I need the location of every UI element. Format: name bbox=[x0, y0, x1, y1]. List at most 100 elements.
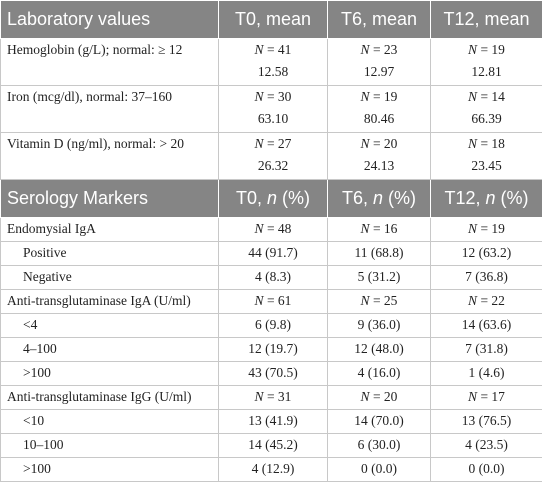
cell-text: 13 (76.5) bbox=[461, 413, 512, 428]
value-cell: 14 (45.2) bbox=[218, 433, 328, 458]
cell-text: N = 48 bbox=[254, 221, 292, 236]
cell-text: N = 14 bbox=[468, 89, 505, 104]
cell-text: 5 (31.2) bbox=[357, 269, 401, 284]
cell-text: 12 (19.7) bbox=[248, 341, 298, 356]
cell-text: N = 20 bbox=[360, 136, 398, 151]
table-row: Anti-transglutaminase IgA (U/ml) N = 61 N … bbox=[0, 289, 542, 314]
cell-text: 43 (70.5) bbox=[248, 365, 298, 380]
value-cell: 6 (30.0) bbox=[327, 433, 431, 458]
value-cell: N = 23 12.97 bbox=[327, 38, 431, 86]
value-cell: N = 16 bbox=[327, 217, 431, 242]
row-label-text: Iron (mcg/dl), normal: 37–160 bbox=[7, 89, 172, 104]
table-row: Endomysial IgA N = 48 N = 16 N = 19 bbox=[0, 217, 542, 242]
cell-text: 24.13 bbox=[363, 158, 395, 173]
row-label: <10 bbox=[0, 409, 219, 434]
row-label: <4 bbox=[0, 313, 219, 338]
cell-text: 4 (12.9) bbox=[251, 461, 295, 476]
cell-text: 4 (16.0) bbox=[357, 365, 401, 380]
cell-text: N = 20 bbox=[360, 389, 398, 404]
cell-text: 11 (68.8) bbox=[354, 245, 404, 260]
value-cell: N = 48 bbox=[218, 217, 328, 242]
value-cell: 14 (63.6) bbox=[430, 313, 542, 338]
value-cell: N = 18 23.45 bbox=[430, 132, 542, 180]
row-label-text: Anti-transglutaminase IgA (U/ml) bbox=[7, 293, 191, 308]
value-cell: N = 25 bbox=[327, 289, 431, 314]
cell-text: N = 22 bbox=[468, 293, 505, 308]
table-row: Hemoglobin (g/L); normal: ≥ 12 N = 41 12.5… bbox=[0, 38, 542, 86]
cell-text: 12 (63.2) bbox=[461, 245, 512, 260]
value-cell: 13 (76.5) bbox=[430, 409, 542, 434]
cell-text: N = 19 bbox=[360, 89, 398, 104]
value-cell: 4 (12.9) bbox=[218, 457, 328, 482]
value-cell: 43 (70.5) bbox=[218, 361, 328, 386]
row-label: 4–100 bbox=[0, 337, 219, 362]
row-label-text: Negative bbox=[23, 269, 72, 284]
row-label-text: Endomysial IgA bbox=[7, 221, 96, 236]
header-cell: T0, mean bbox=[218, 0, 328, 39]
row-label-text: <4 bbox=[23, 317, 38, 332]
row-label-text: Vitamin D (ng/ml), normal: > 20 bbox=[7, 136, 185, 151]
cell-text: 26.32 bbox=[257, 158, 289, 173]
cell-text: N = 16 bbox=[360, 221, 398, 236]
table-row: Vitamin D (ng/ml), normal: > 20 N = 27 26.… bbox=[0, 132, 542, 180]
header-cell: T6, n (%) bbox=[327, 179, 431, 218]
header-row: Laboratory values T0, mean T6, mean T12, me… bbox=[0, 0, 542, 39]
table-row: Positive 44 (91.7) 11 (68.8) 12 (63.2) bbox=[0, 241, 542, 266]
value-cell: 5 (31.2) bbox=[327, 265, 431, 290]
value-cell: 0 (0.0) bbox=[430, 457, 542, 482]
cell-text: 4 (23.5) bbox=[465, 437, 508, 452]
value-cell: 12 (48.0) bbox=[327, 337, 431, 362]
cell-text: 12.58 bbox=[257, 64, 289, 79]
table-row: <4 6 (9.8) 9 (36.0) 14 (63.6) bbox=[0, 313, 542, 338]
cell-text: N = 30 bbox=[254, 89, 292, 104]
value-cell: N = 19 80.46 bbox=[327, 85, 431, 133]
row-label: Iron (mcg/dl), normal: 37–160 bbox=[0, 85, 219, 133]
value-cell: N = 61 bbox=[218, 289, 328, 314]
header-cell: T12, n (%) bbox=[430, 179, 542, 218]
row-label: Hemoglobin (g/L); normal: ≥ 12 bbox=[0, 38, 219, 86]
row-label: >100 bbox=[0, 361, 219, 386]
cell-text: 0 (0.0) bbox=[361, 461, 397, 476]
cell-text: 23.45 bbox=[471, 158, 502, 173]
cell-text: N = 61 bbox=[254, 293, 292, 308]
value-cell: N = 20 bbox=[327, 385, 431, 410]
row-label-text: >100 bbox=[23, 461, 51, 476]
row-label-text: 4–100 bbox=[23, 341, 57, 356]
row-label-text: Hemoglobin (g/L); normal: ≥ 12 bbox=[7, 42, 183, 57]
cell-text: 44 (91.7) bbox=[248, 245, 298, 260]
cell-text: N = 23 bbox=[360, 42, 398, 57]
header-row: Serology Markers T0, n (%) T6, n (%) T12, n… bbox=[0, 179, 542, 218]
cell-text: 66.39 bbox=[471, 111, 502, 126]
value-cell: N = 27 26.32 bbox=[218, 132, 328, 180]
row-label-text: >100 bbox=[23, 365, 51, 380]
cell-text: 1 (4.6) bbox=[468, 365, 505, 380]
cell-text: N = 27 bbox=[254, 136, 292, 151]
cell-text: N = 25 bbox=[360, 293, 398, 308]
header-cell: T12, mean bbox=[430, 0, 542, 39]
cell-text: 12 (48.0) bbox=[354, 341, 404, 356]
value-cell: 4 (23.5) bbox=[430, 433, 542, 458]
value-cell: 9 (36.0) bbox=[327, 313, 431, 338]
table-row: 4–100 12 (19.7) 12 (48.0) 7 (31.8) bbox=[0, 337, 542, 362]
value-cell: N = 19 bbox=[430, 217, 542, 242]
table-row: 10–100 14 (45.2) 6 (30.0) 4 (23.5) bbox=[0, 433, 542, 458]
row-label: Positive bbox=[0, 241, 219, 266]
value-cell: 14 (70.0) bbox=[327, 409, 431, 434]
value-cell: 0 (0.0) bbox=[327, 457, 431, 482]
row-label-text: Positive bbox=[23, 245, 67, 260]
cell-text: 4 (8.3) bbox=[255, 269, 291, 284]
value-cell: 12 (19.7) bbox=[218, 337, 328, 362]
cell-text: 9 (36.0) bbox=[357, 317, 401, 332]
cell-text: 0 (0.0) bbox=[468, 461, 505, 476]
cell-text: 80.46 bbox=[363, 111, 395, 126]
cell-text: 6 (30.0) bbox=[357, 437, 401, 452]
cell-text: 14 (70.0) bbox=[354, 413, 404, 428]
cell-text: N = 17 bbox=[468, 389, 505, 404]
value-cell: 1 (4.6) bbox=[430, 361, 542, 386]
row-label: Anti-transglutaminase IgG (U/ml) bbox=[0, 385, 219, 410]
header-cell: T0, n (%) bbox=[218, 179, 328, 218]
table-row: Iron (mcg/dl), normal: 37–160 N = 30 63.10… bbox=[0, 85, 542, 133]
value-cell: 13 (41.9) bbox=[218, 409, 328, 434]
